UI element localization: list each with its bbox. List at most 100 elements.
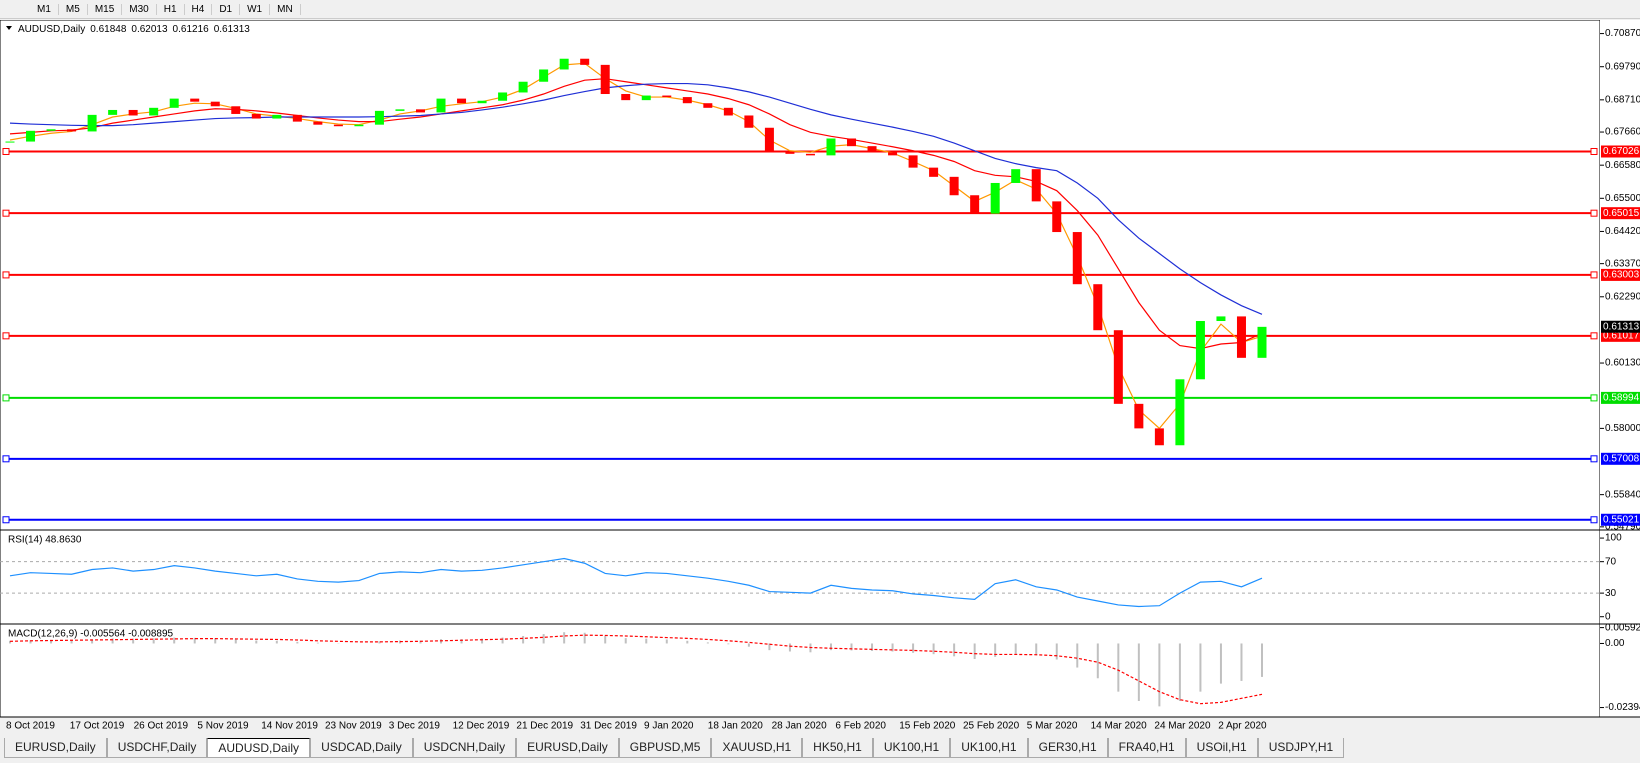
timeframe-button[interactable]: MN	[270, 3, 301, 15]
candle	[1257, 326, 1267, 358]
level-handle	[2, 394, 10, 402]
x-tick-label: 2 Apr 2020	[1218, 721, 1267, 732]
candle	[1113, 330, 1123, 404]
y-tick-label: 0.69790	[1605, 61, 1640, 72]
timeframe-button[interactable]: M15	[88, 3, 123, 15]
y-tick-label: 0.54790	[1605, 521, 1640, 532]
y-tick-label: 0.68710	[1605, 94, 1640, 105]
level-tag	[1601, 391, 1640, 404]
y-tick-label: 0	[1605, 611, 1611, 622]
x-tick-label: 6 Feb 2020	[835, 721, 886, 732]
chart-tab[interactable]: EURUSD,Daily	[4, 738, 107, 758]
candle	[929, 167, 939, 177]
rsi-line	[9, 557, 1263, 608]
level-handle	[1590, 209, 1598, 217]
chart-tab[interactable]: FRA40,H1	[1107, 738, 1186, 758]
level-handle	[1590, 394, 1598, 402]
candle	[272, 114, 282, 119]
chart-tab[interactable]: XAUUSD,H1	[711, 738, 803, 758]
candle	[210, 101, 220, 107]
level-label: 0.61017	[1603, 330, 1640, 341]
y-tick-label: 0.63370	[1605, 258, 1640, 269]
candle	[1236, 316, 1246, 358]
level-tag	[1601, 207, 1640, 220]
chart-tab[interactable]: USOil,H1	[1185, 738, 1258, 758]
candle	[908, 155, 918, 168]
y-tick-label: 0.55840	[1605, 489, 1640, 500]
candle	[231, 106, 241, 114]
candle	[190, 98, 200, 102]
level-label: 0.55021	[1603, 514, 1640, 525]
level-handle	[2, 271, 10, 279]
candle	[518, 81, 528, 93]
timeframe-button[interactable]: M5	[59, 3, 88, 15]
quote-value: 0.61216	[173, 24, 210, 35]
x-tick-label: 14 Nov 2019	[261, 721, 318, 732]
x-tick-label: 28 Jan 2020	[772, 721, 827, 732]
x-tick-label: 15 Feb 2020	[899, 721, 956, 732]
candle	[128, 109, 138, 116]
level-tag	[1601, 513, 1640, 526]
y-tick-label: 0.005923	[1605, 622, 1640, 633]
chart-tab[interactable]: UK100,H1	[872, 738, 951, 758]
candle	[87, 114, 97, 132]
candle	[682, 97, 692, 104]
timeframe-button[interactable]: D1	[212, 3, 241, 15]
timeframe-button[interactable]: M1	[30, 3, 59, 15]
chart-tab[interactable]: USDCAD,Daily	[310, 738, 413, 758]
candle	[785, 152, 795, 154]
level-handle	[1590, 332, 1598, 340]
plot-bg	[0, 20, 1601, 718]
current-price: 0.61313	[1603, 321, 1640, 332]
level-handle	[2, 516, 10, 524]
chart-tab[interactable]: UK100,H1	[950, 738, 1028, 758]
level-label: 0.58994	[1603, 393, 1640, 404]
candle	[5, 141, 15, 143]
chart-tab[interactable]: AUDUSD,Daily	[207, 738, 311, 758]
level-label: 0.57008	[1603, 453, 1640, 464]
candle	[744, 115, 754, 128]
chart-tab[interactable]: GER30,H1	[1027, 738, 1108, 758]
level-handle	[2, 147, 10, 155]
chart-tab[interactable]: GBPUSD,M5	[618, 738, 712, 758]
chart-header: AUDUSD,Daily 0.61848 0.62013 0.61216 0.61313	[18, 24, 250, 35]
y-tick-label: 100	[1605, 533, 1622, 544]
candle	[333, 124, 343, 127]
x-tick-label: 31 Dec 2019	[580, 721, 637, 732]
x-tick-label: 23 Nov 2019	[325, 721, 382, 732]
candle	[1031, 169, 1041, 202]
candle	[67, 129, 77, 132]
candle	[621, 94, 631, 101]
candle	[149, 107, 159, 116]
y-tick-label: 0.58000	[1605, 423, 1640, 434]
indicator-title: MACD(12,26,9) -0.005564 -0.008895	[8, 629, 174, 640]
timeframe-button[interactable]: M30	[122, 3, 157, 15]
candle	[313, 121, 323, 125]
timeframe-button[interactable]: H1	[157, 3, 185, 15]
chart-window: 0.70870 0.69790 0.68710 0.67660 0.66580 0.655…	[0, 20, 1640, 732]
candle	[395, 109, 405, 111]
level-label: 0.63003	[1603, 270, 1640, 281]
axis-bg	[1600, 20, 1640, 717]
candle	[847, 138, 857, 147]
candle	[1216, 316, 1226, 322]
candle	[292, 114, 302, 122]
level-handle	[2, 209, 10, 217]
chart-tab[interactable]: USDCNH,Daily	[412, 738, 517, 758]
moving-average	[9, 78, 1263, 350]
chart-tab[interactable]: USDCHF,Daily	[106, 738, 208, 758]
chart-tab[interactable]: USDJPY,H1	[1257, 738, 1345, 758]
x-tick-label: 21 Dec 2019	[516, 721, 573, 732]
y-tick-label: 0.65500	[1605, 193, 1640, 204]
candle	[436, 98, 446, 113]
candle	[723, 107, 733, 116]
candle	[805, 153, 815, 156]
timeframe-button[interactable]: H4	[185, 3, 213, 15]
timeframe-button[interactable]: W1	[240, 3, 271, 15]
signal-line	[9, 634, 1263, 705]
candle	[600, 64, 610, 95]
chart-tab[interactable]: HK50,H1	[802, 738, 873, 758]
chart-tab[interactable]: EURUSD,Daily	[516, 738, 619, 758]
menu-arrow	[6, 26, 12, 30]
